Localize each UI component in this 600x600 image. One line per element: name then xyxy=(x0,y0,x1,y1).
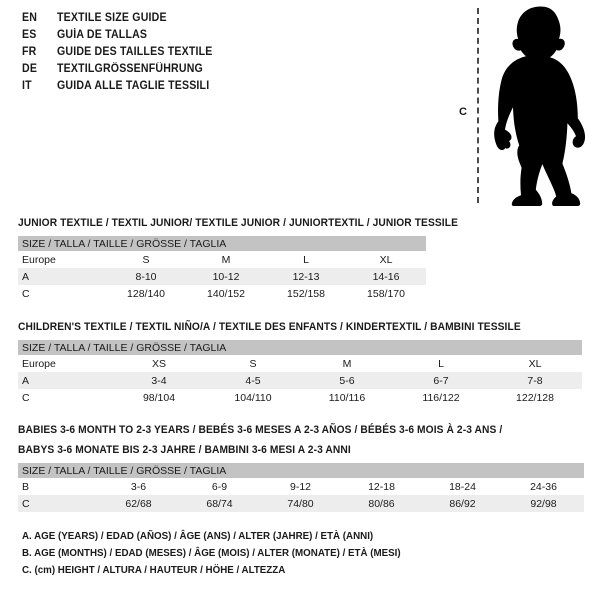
table-cell: 98/104 xyxy=(142,391,176,404)
table-cell: XL xyxy=(528,357,542,370)
table-cell: 110/116 xyxy=(328,391,366,404)
babies-table-caption-line2: BABYS 3-6 MONATE BIS 2-3 JAHRE / BAMBINI… xyxy=(18,444,351,456)
legend-line-b: B. AGE (MONTHS) / EDAD (MESES) / ÂGE (MO… xyxy=(22,547,401,559)
table-row: B 3-6 6-9 9-12 12-18 18-24 24-36 xyxy=(18,478,584,495)
table-row: C 98/104 104/110 110/116 116/122 122/128 xyxy=(18,389,582,406)
row-label: B xyxy=(22,480,30,493)
table-cell: 12-18 xyxy=(368,480,395,493)
legend-line-c: C. (cm) HEIGHT / ALTURA / HAUTEUR / HÖHE… xyxy=(22,564,286,576)
table-cell: XS xyxy=(151,357,166,370)
row-label: C xyxy=(22,287,30,300)
table-cell: 14-16 xyxy=(346,268,427,285)
row-label: Europe xyxy=(22,357,56,370)
row-label: A xyxy=(18,268,106,285)
junior-table-header-label: SIZE / TALLA / TAILLE / GRÖSSE / TAGLIA xyxy=(18,236,427,251)
figure-illustration: C xyxy=(440,0,600,215)
row-label: A xyxy=(18,372,112,389)
table-cell: 128/140 xyxy=(127,287,165,300)
table-row: Europe XS S M L XL xyxy=(18,355,582,372)
language-code-es: ES xyxy=(22,29,37,41)
children-table-caption: CHILDREN'S TEXTILE / TEXTIL NIÑO/A / TEX… xyxy=(18,321,521,333)
junior-textile-section: JUNIOR TEXTILE / TEXTIL JUNIOR/ TEXTILE … xyxy=(18,216,459,302)
table-cell: 68/74 xyxy=(179,495,260,512)
table-cell: 6-9 xyxy=(211,480,228,493)
language-code-fr: FR xyxy=(22,46,37,58)
table-cell: 140/152 xyxy=(207,287,245,300)
babies-textile-section: BABIES 3-6 MONTH TO 2-3 YEARS / BEBÉS 3-… xyxy=(18,423,584,512)
table-cell: S xyxy=(249,357,257,370)
table-cell: 18-24 xyxy=(449,480,476,493)
table-row: C 62/68 68/74 74/80 80/86 86/92 92/98 xyxy=(18,495,584,512)
table-cell: 104/110 xyxy=(234,391,272,404)
table-cell: 9-12 xyxy=(289,480,311,493)
title-text-fr: GUIDE DES TAILLES TEXTILE xyxy=(57,46,213,58)
table-row: A 3-4 4-5 5-6 6-7 7-8 xyxy=(18,372,583,389)
junior-size-table: SIZE / TALLA / TAILLE / GRÖSSE / TAGLIA … xyxy=(18,236,427,302)
title-row-fr: FR GUIDE DES TAILLES TEXTILE xyxy=(22,46,422,63)
table-cell: 116/122 xyxy=(422,391,460,404)
title-text-it: GUIDA ALLE TAGLIE TESSILI xyxy=(57,80,210,92)
toddler-silhouette-icon xyxy=(494,6,586,206)
table-cell: 62/68 xyxy=(98,495,179,512)
table-cell: 152/158 xyxy=(287,287,325,300)
table-cell: 80/86 xyxy=(341,495,422,512)
junior-table-header-row: SIZE / TALLA / TAILLE / GRÖSSE / TAGLIA xyxy=(18,236,427,251)
table-cell: 158/170 xyxy=(367,287,405,300)
title-block: EN TEXTILE SIZE GUIDE ES GUÍA DE TALLAS … xyxy=(22,12,422,97)
table-cell: 3-4 xyxy=(112,372,206,389)
language-code-en: EN xyxy=(22,12,38,24)
title-row-it: IT GUIDA ALLE TAGLIE TESSILI xyxy=(22,80,422,97)
table-cell: 24-36 xyxy=(530,480,557,493)
language-code-de: DE xyxy=(22,63,38,75)
table-cell: 74/80 xyxy=(260,495,341,512)
table-cell: 5-6 xyxy=(300,372,394,389)
table-cell: 92/98 xyxy=(503,495,584,512)
table-cell: 8-10 xyxy=(106,268,186,285)
table-cell: 12-13 xyxy=(266,268,346,285)
title-text-es: GUÍA DE TALLAS xyxy=(57,29,148,41)
babies-size-table: SIZE / TALLA / TAILLE / GRÖSSE / TAGLIA … xyxy=(18,463,584,512)
legend-line-a: A. AGE (YEARS) / EDAD (AÑOS) / ÂGE (ANS)… xyxy=(22,530,374,542)
children-textile-section: CHILDREN'S TEXTILE / TEXTIL NIÑO/A / TEX… xyxy=(18,320,583,406)
table-cell: 3-6 xyxy=(130,480,147,493)
children-table-header-row: SIZE / TALLA / TAILLE / GRÖSSE / TAGLIA xyxy=(18,340,583,355)
row-label: Europe xyxy=(22,253,56,266)
table-cell: M xyxy=(221,253,231,266)
title-text-de: TEXTILGRÖSSENFÜHRUNG xyxy=(57,63,203,75)
children-size-table: SIZE / TALLA / TAILLE / GRÖSSE / TAGLIA … xyxy=(18,340,583,406)
height-measure-dashed-line xyxy=(477,8,479,203)
table-cell: L xyxy=(438,357,444,370)
legend-block: A. AGE (YEARS) / EDAD (AÑOS) / ÂGE (ANS)… xyxy=(22,528,429,579)
junior-table-caption: JUNIOR TEXTILE / TEXTIL JUNIOR/ TEXTILE … xyxy=(18,217,459,229)
table-row: Europe S M L XL xyxy=(18,251,426,268)
table-cell: 7-8 xyxy=(488,372,583,389)
row-label: C xyxy=(18,495,98,512)
language-code-it: IT xyxy=(22,80,32,92)
table-cell: 4-5 xyxy=(206,372,300,389)
table-cell: 6-7 xyxy=(394,372,488,389)
babies-table-header-row: SIZE / TALLA / TAILLE / GRÖSSE / TAGLIA xyxy=(18,463,584,478)
table-cell: 10-12 xyxy=(186,268,266,285)
table-cell: 86/92 xyxy=(422,495,503,512)
table-row: C 128/140 140/152 152/158 158/170 xyxy=(18,285,426,302)
table-row: A 8-10 10-12 12-13 14-16 xyxy=(18,268,427,285)
table-cell: S xyxy=(142,253,150,266)
title-row-es: ES GUÍA DE TALLAS xyxy=(22,29,422,46)
table-cell: L xyxy=(303,253,309,266)
title-text-en: TEXTILE SIZE GUIDE xyxy=(57,12,167,24)
babies-table-caption-line1: BABIES 3-6 MONTH TO 2-3 YEARS / BEBÉS 3-… xyxy=(18,424,503,436)
table-cell: XL xyxy=(379,253,393,266)
title-row-de: DE TEXTILGRÖSSENFÜHRUNG xyxy=(22,63,422,80)
height-measure-label: C xyxy=(459,106,467,118)
table-cell: M xyxy=(342,357,352,370)
table-cell: 122/128 xyxy=(516,391,554,404)
row-label: C xyxy=(22,391,30,404)
babies-table-header-label: SIZE / TALLA / TAILLE / GRÖSSE / TAGLIA xyxy=(18,463,584,478)
title-row-en: EN TEXTILE SIZE GUIDE xyxy=(22,12,422,29)
children-table-header-label: SIZE / TALLA / TAILLE / GRÖSSE / TAGLIA xyxy=(18,340,583,355)
